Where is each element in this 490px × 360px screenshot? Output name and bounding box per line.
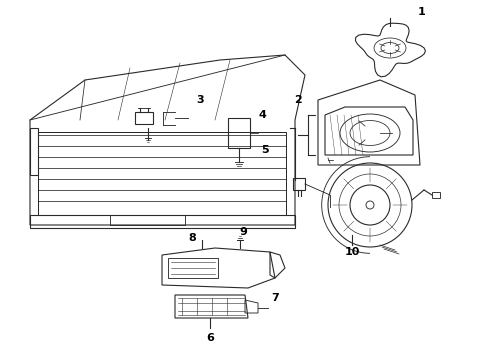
Text: 8: 8 (188, 233, 196, 243)
Text: 4: 4 (258, 110, 266, 120)
Text: 6: 6 (206, 333, 214, 343)
Text: 2: 2 (294, 95, 302, 105)
Text: 5: 5 (261, 145, 269, 155)
Text: 3: 3 (196, 95, 204, 105)
Text: 10: 10 (344, 247, 360, 257)
Text: 1: 1 (418, 7, 426, 17)
Text: 7: 7 (271, 293, 279, 303)
Text: 9: 9 (239, 227, 247, 237)
